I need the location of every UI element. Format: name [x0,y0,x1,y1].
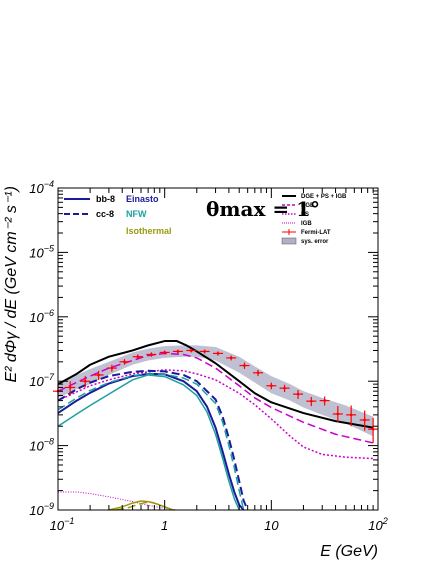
y-tick-label: 10−6 [29,308,54,325]
x-tick-label: 1 [161,518,168,533]
series-line-cc-8-einasto [57,369,249,511]
fermi-lat-point [368,417,379,443]
legend-channel-bb8: bb-8 [96,194,115,204]
legend-bg-label-igb: IGB [301,221,312,227]
ticks-layer: 10−1 1 10 102 10−9 10−8 10−7 10−6 10−5 10−4 [29,179,387,533]
theta-max-annotation: θmax = 1° [206,197,320,221]
legend-background: DGE + PS + IGB DGE PS IGB Fermi-LAT sys.… [281,194,347,245]
legend-bg-label-ps: PS [301,212,309,218]
legend-bg-swatch-syserr [281,237,297,245]
y-tick-label: 10−8 [29,437,54,454]
y-tick-label: 10−7 [29,372,55,389]
fermi-lat-point [106,364,117,372]
fermi-lat-point [226,355,237,361]
fermi-lat-point [65,381,76,396]
legend-bg-label-fermi: Fermi-LAT [301,230,331,236]
series-layer [57,340,374,511]
fermi-lat-point [119,359,130,365]
fermi-lat-point [306,396,317,407]
legend-profile-nfw: NFW [126,209,147,219]
fermi-lat-point [239,362,250,369]
y-tick-label: 10−9 [29,501,54,518]
fermi-lat-point [346,405,357,427]
fermi-lat-point [146,352,157,357]
x-tick-label: 10−1 [50,516,75,533]
legend-bg-swatch-fermi [282,229,296,235]
fermi-lat-point [266,382,277,390]
legend-channel-cc8: cc-8 [96,209,114,219]
fermi-lat-point [212,351,223,356]
series-line-ps [57,369,374,460]
fermi-lat-point [80,376,91,388]
series-line-igb [58,491,177,511]
fermi-lat-point [159,350,170,355]
series-line-bb-8-nfw [57,374,240,511]
fermi-lat-point [293,390,304,399]
fermi-lat-point [359,410,370,431]
y-axis-label: E² dΦγ / dE (GeV cm⁻² s⁻¹) [3,186,20,383]
fermi-lat-point [253,369,264,377]
y-tick-label: 10−5 [29,243,55,260]
series-line-dge-ps-igb [57,340,374,429]
x-axis-label: E (GeV) [320,543,378,560]
plot-area: 10−1 1 10 102 10−9 10−8 10−7 10−6 10−5 10−4 [29,179,387,533]
fermi-lat-point [199,349,210,354]
series-line-bb-8-einasto [57,372,245,511]
legend-dm: bb-8 cc-8 Einasto NFW Isothermal [64,194,172,236]
fermi-lat-point [279,384,290,392]
fermi-lat-points-layer [53,348,379,443]
fermi-lat-point [332,406,343,423]
legend-bg-label-syserr: sys. error [301,239,329,245]
plot-frame [57,187,379,511]
legend-bg-label-total: DGE + PS + IGB [301,194,347,200]
fermi-lat-point [93,370,104,380]
fermi-lat-point [172,349,183,354]
legend-profile-einasto: Einasto [126,194,159,204]
x-tick-label: 102 [368,516,387,533]
fermi-lat-point [132,354,143,360]
series-line-dge [57,352,374,444]
legend-bg-label-dge: DGE [301,203,314,209]
x-tick-label: 10 [264,518,279,533]
series-line-cc-8-isothermal [115,501,176,511]
fermi-lat-point [319,396,330,406]
legend-profile-isothermal: Isothermal [126,226,172,236]
y-tick-label: 10−4 [29,179,54,196]
series-line-cc-8-nfw [57,373,245,511]
fermi-lat-point [186,348,197,353]
